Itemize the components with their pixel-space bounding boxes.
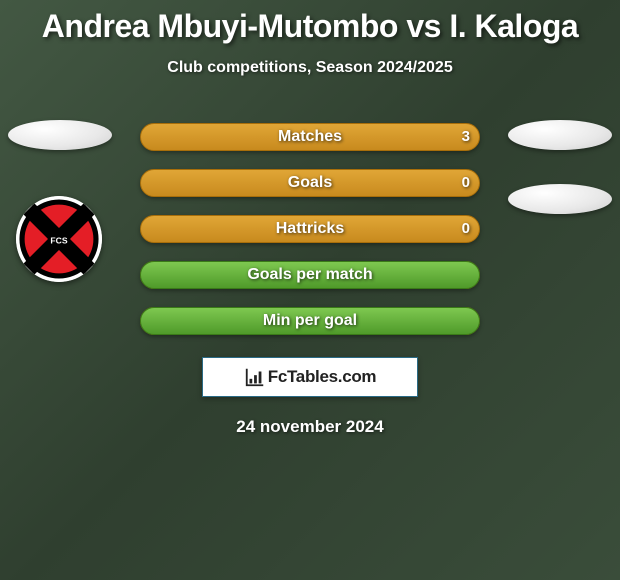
bar-label: Goals — [140, 169, 480, 197]
bar-label: Matches — [140, 123, 480, 151]
page-title: Andrea Mbuyi-Mutombo vs I. Kaloga — [0, 0, 620, 45]
bar-right-value: 0 — [462, 215, 470, 243]
title-vs: vs — [398, 8, 449, 44]
title-player1: Andrea Mbuyi-Mutombo — [42, 8, 398, 44]
bar-right-value: 3 — [462, 123, 470, 151]
left-badge-column: FCS — [8, 120, 112, 282]
bar-label: Min per goal — [140, 307, 480, 335]
player1-placeholder-ellipse — [8, 120, 112, 150]
bar-right-value: 0 — [462, 169, 470, 197]
comparison-bars: Matches3Goals0Hattricks0Goals per matchM… — [140, 123, 480, 335]
brand-chart-icon — [244, 366, 266, 388]
date-stamp: 24 november 2024 — [0, 417, 620, 437]
player2-placeholder-ellipse — [508, 120, 612, 150]
player1-club-logo: FCS — [16, 196, 102, 282]
svg-text:FCS: FCS — [50, 235, 67, 245]
stat-bar: Goals per match — [140, 261, 480, 289]
brand-text: FcTables.com — [268, 367, 377, 387]
page-subtitle: Club competitions, Season 2024/2025 — [0, 59, 620, 77]
player2-club-placeholder-ellipse — [508, 184, 612, 214]
stat-bar: Min per goal — [140, 307, 480, 335]
stat-bar: Matches3 — [140, 123, 480, 151]
title-player2: I. Kaloga — [449, 8, 578, 44]
stat-bar: Goals0 — [140, 169, 480, 197]
brand-box[interactable]: FcTables.com — [202, 357, 418, 397]
bar-label: Hattricks — [140, 215, 480, 243]
stat-bar: Hattricks0 — [140, 215, 480, 243]
bar-label: Goals per match — [140, 261, 480, 289]
right-badge-column — [508, 120, 612, 214]
